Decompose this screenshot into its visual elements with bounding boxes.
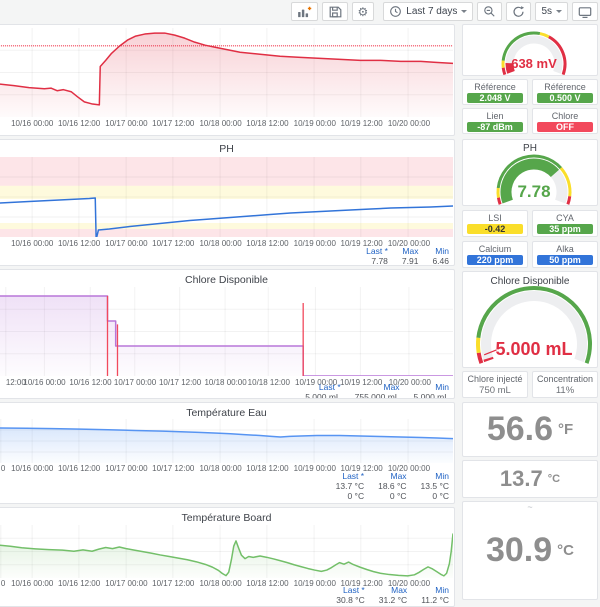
panel-stat-reference-1: Référence 2.048 V	[462, 79, 528, 105]
big-stat-temp-f: 56.6 °F	[463, 403, 597, 456]
time-range-picker[interactable]: Last 7 days	[383, 2, 474, 21]
dashboard-settings-button[interactable]: ⚙	[351, 2, 375, 21]
big-stat-temp-board: 30.9 °C	[463, 502, 597, 599]
refresh-button[interactable]	[506, 2, 532, 21]
zoom-out-button[interactable]	[477, 2, 503, 21]
panel-stat-reference-2: Référence 0.500 V	[532, 79, 598, 105]
panel-ph: PH 10/16 00:00 10/16 12:00 10/17 00:00 10/1…	[0, 139, 455, 266]
big-stat-unit: °C	[547, 473, 561, 485]
redox-gauge: 638 mV	[501, 31, 567, 75]
zoom-out-icon	[484, 6, 496, 17]
chlore-gauge: 5.000 mL	[476, 286, 592, 364]
panel-stat-alka: Alka 50 ppm	[532, 241, 598, 268]
temp-board-panel-title[interactable]: Température Board	[181, 512, 272, 524]
panel-ph-gauge: PH 7.78	[462, 139, 598, 206]
ph-panel-title[interactable]: PH	[219, 143, 234, 155]
ph-legend[interactable]: Last * Max Min 7.78 7.91 6.46	[366, 246, 449, 266]
stat-title: Référence	[544, 82, 586, 92]
panel-redox-gauge: 638 mV	[462, 24, 598, 76]
ph-x-axis: 10/16 00:00 10/16 12:00 10/17 00:00 10/17 1…	[11, 239, 431, 248]
big-stat-value: 30.9	[485, 531, 553, 569]
stat-value-badge: -87 dBm	[467, 122, 523, 132]
big-stat-unit: °F	[558, 421, 574, 438]
stat-value-plain: 750 mL	[479, 384, 511, 396]
stat-title: Lien	[486, 111, 504, 121]
big-stat-value: 56.6	[486, 410, 553, 448]
panel-temperature-eau: Température Eau 0 10/16 00:00 10/16 12:00 1…	[0, 402, 455, 504]
ph-gauge-title[interactable]: PH	[523, 143, 537, 154]
svg-text:7.78: 7.78	[517, 182, 550, 201]
chlore-chart-plot[interactable]	[0, 287, 453, 376]
temp-eau-chart-plot[interactable]	[0, 419, 453, 463]
panel-stat-cya: CYA 35 ppm	[532, 210, 598, 237]
clock-icon	[390, 6, 402, 17]
stat-title: Concentration	[536, 374, 594, 384]
temp-board-x-axis: 0 10/16 00:00 10/16 12:00 10/17 00:00 10/17 …	[0, 579, 431, 588]
big-stat-value: 13.7	[499, 466, 543, 491]
gear-icon: ⚙	[357, 4, 369, 19]
stat-value-badge: 50 ppm	[537, 255, 593, 265]
chevron-down-icon	[556, 10, 562, 13]
cycle-view-button[interactable]	[572, 2, 598, 21]
big-stat-unit: °C	[557, 542, 575, 559]
stat-value-badge: -0.42	[467, 224, 523, 234]
stat-title: Alka	[556, 244, 574, 254]
panel-stat-concentration: Concentration 11%	[532, 371, 598, 398]
panel-stat-calcium: Calcium 220 ppm	[462, 241, 528, 268]
save-icon	[329, 6, 341, 17]
panel-stat-temp-board: ~ 30.9 °C	[462, 501, 598, 600]
panel-stat-chlore-injecte: Chlore injecté 750 mL	[462, 371, 528, 398]
panel-chlore-disponible-gauge: Chlore Disponible 5.000 mL	[462, 271, 598, 368]
collapse-indicator[interactable]: ~	[527, 502, 533, 512]
chlore-gauge-title[interactable]: Chlore Disponible	[490, 276, 570, 287]
dashboard-toolbar: ⚙ Last 7 days 5s	[290, 2, 598, 21]
chlore-legend[interactable]: Last * Max Min 5.000 mL 755.000 mL 5.000 mL	[305, 382, 449, 399]
stat-title: Chlore	[551, 111, 579, 121]
chlore-panel-title[interactable]: Chlore Disponible	[185, 274, 268, 286]
panel-redox: 10/16 00:00 10/16 12:00 10/17 00:00 10/17 1…	[0, 24, 455, 136]
svg-text:5.000 mL: 5.000 mL	[495, 339, 572, 359]
tv-icon	[578, 6, 592, 18]
panel-stat-lien: Lien -87 dBm	[462, 108, 528, 134]
panel-chlore-disponible-chart: Chlore Disponible 12:00 10/16 00:00 10/16 …	[0, 269, 455, 399]
stat-value-badge: 220 ppm	[467, 255, 523, 265]
panel-stat-temp-fahrenheit: 56.6 °F	[462, 402, 598, 457]
stat-value-badge: 0.500 V	[537, 93, 593, 103]
panel-temperature-board: Température Board 0 10/16 00:00 10/16 12:0…	[0, 507, 455, 607]
stat-title: Calcium	[478, 244, 512, 254]
chevron-down-icon	[461, 10, 468, 13]
stat-title: Chlore injecté	[467, 374, 523, 384]
stat-title: Référence	[474, 82, 516, 92]
refresh-interval-picker[interactable]: 5s	[535, 2, 568, 21]
ph-chart-plot[interactable]	[0, 157, 453, 237]
add-panel-button[interactable]	[290, 2, 318, 21]
redox-x-axis: 10/16 00:00 10/16 12:00 10/17 00:00 10/17 1…	[11, 119, 431, 128]
time-range-label: Last 7 days	[406, 6, 458, 17]
stat-value-badge: 2.048 V	[467, 93, 523, 103]
refresh-icon	[513, 6, 525, 17]
stat-title: CYA	[556, 213, 574, 223]
temp-board-legend[interactable]: Last * Max Min 30.8 °C 31.2 °C 11.2 °C	[336, 585, 449, 605]
refresh-interval-label: 5s	[541, 6, 552, 17]
chlore-x-axis: 12:00 10/16 00:00 10/16 12:00 10/17 00:00 10…	[5, 378, 431, 387]
temp-eau-legend[interactable]: Last * Max Min 13.7 °C 18.6 °C 13.5 °C 0 °C 0 °…	[335, 471, 449, 501]
temp-board-chart-plot[interactable]	[0, 525, 453, 578]
temp-eau-x-axis: 0 10/16 00:00 10/16 12:00 10/17 00:00 10/17 …	[0, 464, 431, 473]
stat-value-badge: OFF	[537, 122, 593, 132]
add-panel-icon	[297, 6, 311, 17]
ph-gauge: 7.78	[496, 154, 572, 205]
stat-value-badge: 35 ppm	[537, 224, 593, 234]
redox-chart-plot[interactable]	[0, 28, 453, 117]
save-dashboard-button[interactable]	[321, 2, 348, 21]
temp-eau-panel-title[interactable]: Température Eau	[186, 407, 267, 419]
panel-stat-chlore: Chlore OFF	[532, 108, 598, 134]
big-stat-temp-c: 13.7 °C	[463, 461, 597, 497]
stat-value-plain: 11%	[555, 384, 575, 396]
stat-title: LSI	[488, 213, 502, 223]
panel-stat-temp-celsius: 13.7 °C	[462, 460, 598, 498]
svg-text:638 mV: 638 mV	[511, 56, 557, 71]
panel-stat-lsi: LSI -0.42	[462, 210, 528, 237]
